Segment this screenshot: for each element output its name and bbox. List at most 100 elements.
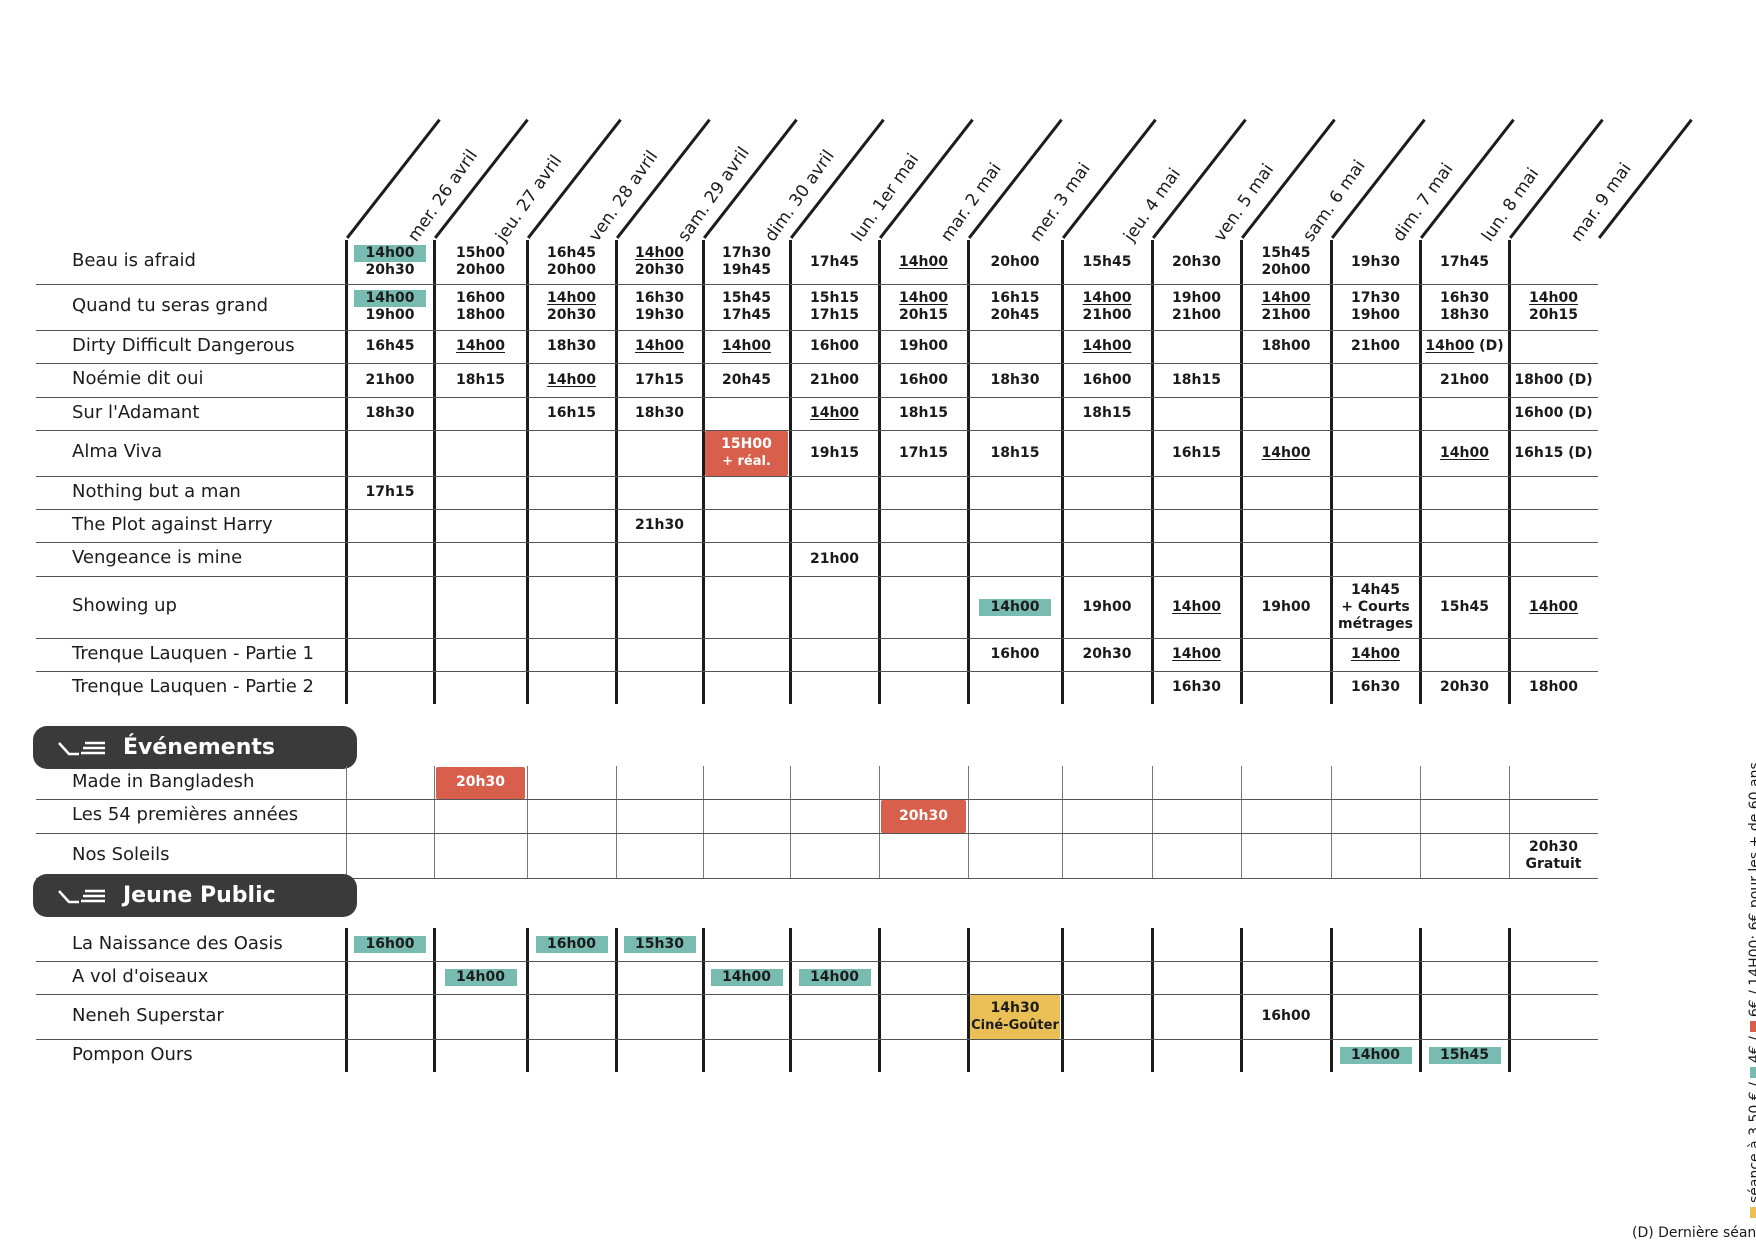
screening-time: 14h00 xyxy=(1351,646,1400,662)
row-divider xyxy=(36,430,1598,431)
screening-cell: 16h00 xyxy=(1243,994,1329,1039)
section-title: Événements xyxy=(123,735,275,760)
screening-time: 16h30 xyxy=(1440,290,1489,306)
film-title: Trenque Lauquen - Partie 2 xyxy=(72,675,314,697)
column-line xyxy=(526,928,529,1072)
screening-time: 14h00 xyxy=(1529,290,1578,306)
screening-time: 14h45 xyxy=(1351,581,1400,598)
screening-cell: 15H00 + réal. xyxy=(705,430,788,476)
screening-cell: 14h00 20h30 xyxy=(348,240,432,284)
row-divider xyxy=(36,284,1598,285)
column-line xyxy=(967,240,970,704)
screening-time-reduced: 14h00 xyxy=(979,598,1051,616)
highlight-box-yellow xyxy=(970,995,1060,1039)
screening-cell: 14h00 xyxy=(618,330,701,363)
screening-time: 19h30 xyxy=(1351,253,1400,270)
screening-cell: 17h15 xyxy=(881,430,966,476)
row-divider xyxy=(36,671,1598,672)
screening-cell: 16h30 xyxy=(1154,671,1239,704)
screening-time: 17h15 xyxy=(635,371,684,388)
screening-time: 20h30 xyxy=(547,307,596,323)
column-line xyxy=(615,240,618,704)
row-divider xyxy=(36,542,1598,543)
highlight-box-red xyxy=(705,431,788,476)
screening-time: 15H00 xyxy=(721,436,772,452)
screening-cell: 14h00 xyxy=(529,363,614,397)
column-line xyxy=(1241,766,1242,878)
screening-time-reduced: 15h30 xyxy=(623,936,696,953)
screening-cell: 14h00 xyxy=(1154,638,1239,671)
screening-time: 15h00 xyxy=(456,245,505,261)
screening-cell: 16h15 xyxy=(1154,430,1239,476)
screening-cell: 20h30 xyxy=(1422,671,1507,704)
date-header-3: sam. 29 avril xyxy=(674,143,754,246)
screening-time: 20h00 xyxy=(1261,262,1311,278)
screening-time: 16h15 xyxy=(1172,444,1221,461)
column-line xyxy=(878,240,881,704)
screening-cell: 14h00 xyxy=(1064,330,1150,363)
screening-time-reduced: 14h00 xyxy=(444,969,517,986)
screening-cell: 14h00 xyxy=(1511,576,1596,638)
film-title: Neneh Superstar xyxy=(72,1004,224,1026)
screening-cell: 21h30 xyxy=(618,509,701,542)
screening-time: 14h00 xyxy=(1440,444,1489,461)
screening-time: 21h30 xyxy=(635,517,684,533)
screening-time: 15h45 xyxy=(1082,253,1132,270)
last-show-marker: (D) xyxy=(1474,338,1504,354)
screening-cell: 16h00 xyxy=(348,928,432,961)
column-line xyxy=(345,240,348,704)
screening-time: 20h15 xyxy=(899,307,948,323)
screening-cell: 14h45 + Courts métrages xyxy=(1333,576,1418,638)
column-line xyxy=(1509,766,1510,878)
screening-time: 16h45 xyxy=(547,245,596,261)
screening-cell: 16h15 20h45 xyxy=(970,284,1060,330)
column-line xyxy=(790,766,791,878)
screening-time: 17h45 xyxy=(1440,253,1489,270)
screening-time: 21h00 xyxy=(365,371,415,388)
screening-cell: 21h00 xyxy=(792,542,877,576)
screening-time: 16h00 xyxy=(810,338,859,354)
screening-time: 19h00 xyxy=(1172,290,1221,306)
screening-time-reduced: 14h00 xyxy=(798,969,871,986)
screening-cell: 20h00 xyxy=(970,240,1060,284)
screening-time: 19h15 xyxy=(810,444,859,461)
screening-cell: 15h45 xyxy=(1422,576,1507,638)
screening-time: 20h00 xyxy=(456,262,505,278)
screening-cell: 18h00 xyxy=(1511,671,1596,704)
price-legend: séance à 3.50 € / 4€ / 6€ / 14H00: 6€ pour… xyxy=(1747,762,1756,1222)
red-swatch xyxy=(1749,1021,1756,1033)
column-line xyxy=(616,766,617,878)
screening-cell: 14h30 Ciné-Goûter xyxy=(970,994,1060,1039)
screening-cell: 14h00 xyxy=(792,961,877,994)
column-line xyxy=(1151,928,1154,1072)
screening-time: 16h15 xyxy=(990,290,1040,306)
screening-cell: 20h30 xyxy=(1064,638,1150,671)
screening-cell: 20h30 xyxy=(881,799,966,833)
screening-time: 15h15 xyxy=(810,290,859,306)
screening-time: 18h15 xyxy=(899,405,948,421)
row-divider xyxy=(36,799,1598,800)
screening-cell: 21h00 xyxy=(348,363,432,397)
screening-cell: 14h00 xyxy=(1422,430,1507,476)
section-title: Jeune Public xyxy=(123,883,276,908)
screening-cell: 18h30 xyxy=(348,397,432,430)
screening-time: 18h00 xyxy=(456,307,505,323)
screening-cell: 14h00 xyxy=(970,576,1060,638)
screening-time: 21h00 xyxy=(1261,307,1311,323)
projector-icon xyxy=(57,885,109,907)
screening-time-reduced: 14h00 xyxy=(1339,1047,1412,1064)
screening-time: 17h30 xyxy=(1351,290,1400,306)
screening-cell: 15h45 20h00 xyxy=(1243,240,1329,284)
screening-cell: 14h00 xyxy=(705,330,788,363)
screening-cell: 20h45 xyxy=(705,363,788,397)
screening-time: 16h15 (D) xyxy=(1514,444,1593,461)
screening-cell: 18h30 xyxy=(970,363,1060,397)
screening-time: 14h00 xyxy=(456,338,505,354)
screening-time: 19h45 xyxy=(722,262,771,278)
film-title: Beau is afraid xyxy=(72,250,196,271)
screening-cell: 14h00 xyxy=(436,330,525,363)
column-line xyxy=(527,766,528,878)
screening-cell: 20h30 xyxy=(1154,240,1239,284)
screening-time: 14h00 xyxy=(899,253,948,270)
column-line xyxy=(345,928,348,1072)
